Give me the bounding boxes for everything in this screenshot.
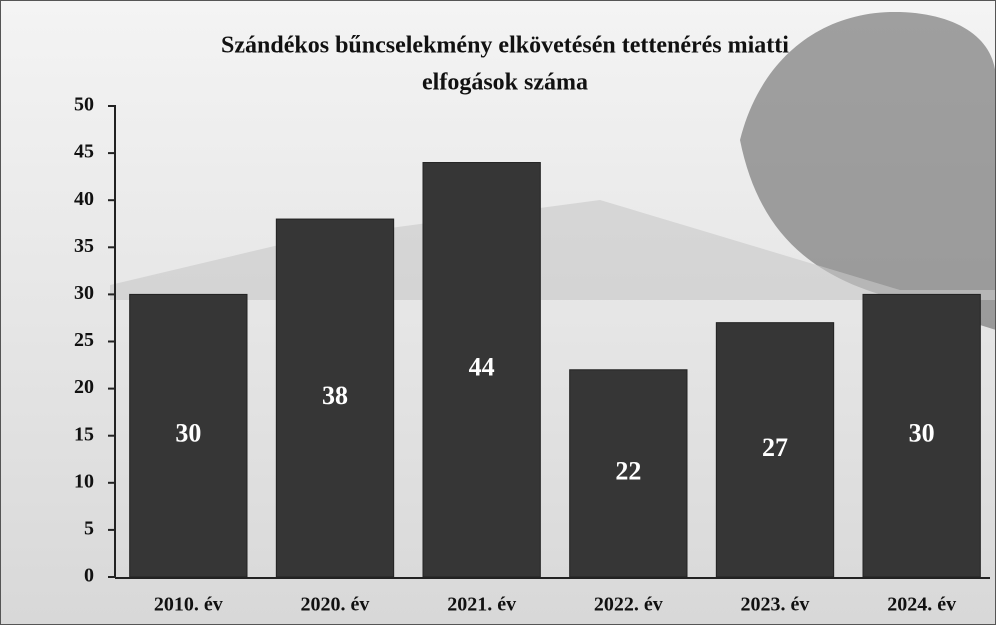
y-tick-label: 10 [74,470,94,492]
x-tick-label: 2010. év [154,594,223,616]
value-label: 44 [469,353,495,382]
chart-title: Szándékos bűncselekmény elkövetésén tett… [221,33,789,59]
x-tick-label: 2023. év [741,594,810,616]
x-tick-label: 2021. év [447,594,516,616]
y-tick-label: 20 [74,376,94,398]
y-tick-label: 30 [74,282,94,304]
y-tick-label: 25 [74,329,94,351]
value-label: 30 [909,419,935,448]
chart: Szándékos bűncselekmény elkövetésén tett… [0,0,996,625]
value-label: 22 [615,456,641,485]
y-tick-label: 50 [74,94,94,116]
value-label: 27 [762,433,788,462]
y-tick-label: 40 [74,188,94,210]
x-tick-label: 2022. év [594,594,663,616]
x-tick-label: 2020. év [301,594,370,616]
y-tick-label: 0 [84,565,94,587]
y-tick-label: 35 [74,235,94,257]
value-label: 30 [175,419,201,448]
y-tick-label: 45 [74,141,94,163]
x-tick-label: 2024. év [887,594,956,616]
y-tick-label: 5 [84,517,94,539]
y-tick-label: 15 [74,423,94,445]
chart-title: elfogások száma [422,70,588,96]
value-label: 38 [322,381,348,410]
